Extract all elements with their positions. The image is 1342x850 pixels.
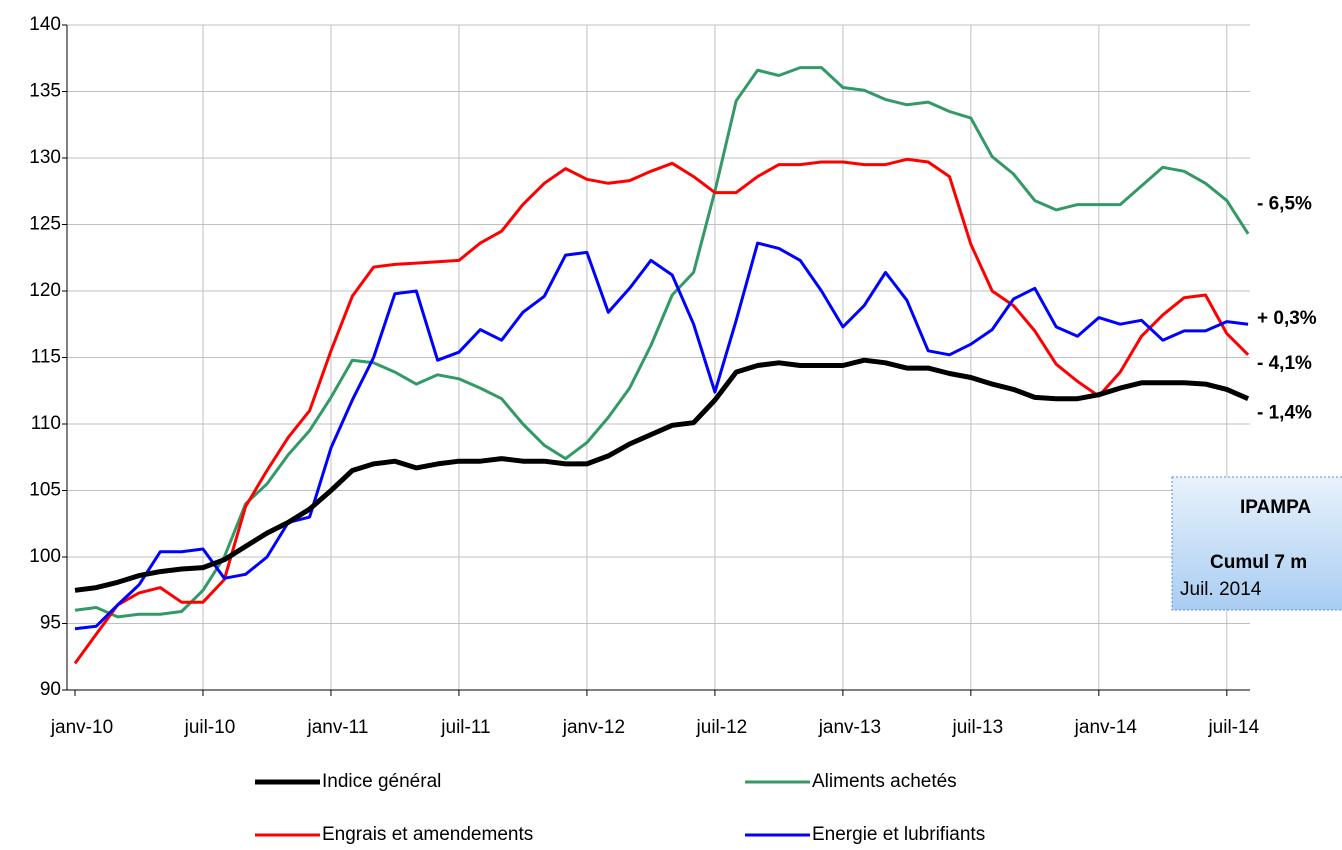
x-tick-label: juil-13 xyxy=(952,717,1004,738)
info-box xyxy=(1171,476,1342,611)
legend-label: Indice général xyxy=(322,771,441,792)
annotation: - 4,1% xyxy=(1257,353,1312,374)
x-tick-label: janv-13 xyxy=(818,717,881,738)
series-line xyxy=(74,66,1250,619)
series-line xyxy=(74,241,1249,631)
x-tick-label: janv-10 xyxy=(50,717,113,738)
y-tick-label: 125 xyxy=(29,214,61,235)
x-tick-label: janv-11 xyxy=(307,717,369,738)
y-tick-label: 140 xyxy=(29,14,61,35)
legend-label: Engrais et amendements xyxy=(322,824,533,845)
y-tick-label: 90 xyxy=(40,679,61,700)
y-tick-label: 95 xyxy=(40,613,61,634)
annotation: - 6,5% xyxy=(1257,194,1312,215)
x-tick-label: juil-10 xyxy=(184,717,236,738)
y-tick-label: 130 xyxy=(29,147,61,168)
box-line: Juil. 2014 xyxy=(1180,579,1262,600)
y-tick-label: 100 xyxy=(29,546,61,567)
x-tick-label: juil-12 xyxy=(696,717,748,738)
annotation: - 1,4% xyxy=(1257,402,1312,423)
series-line xyxy=(73,157,1250,665)
y-tick-label: 110 xyxy=(31,413,61,434)
annotation: + 0,3% xyxy=(1257,308,1317,329)
x-tick-label: juil-11 xyxy=(440,717,490,738)
box-line: Cumul 7 m xyxy=(1210,552,1307,573)
y-tick-label: 115 xyxy=(31,347,61,368)
grid xyxy=(67,24,1250,691)
x-tick-label: juil-14 xyxy=(1207,717,1259,738)
legend-label: Aliments achetés xyxy=(812,771,957,792)
series-line xyxy=(74,357,1250,593)
legend-label: Energie et lubrifiants xyxy=(812,824,985,845)
x-tick-label: janv-12 xyxy=(562,717,625,738)
x-tick-label: janv-14 xyxy=(1074,717,1138,738)
box-title: IPAMPA xyxy=(1240,497,1311,518)
y-tick-label: 120 xyxy=(29,280,61,301)
y-tick-label: 105 xyxy=(29,480,61,501)
y-tick-label: 135 xyxy=(29,81,61,102)
